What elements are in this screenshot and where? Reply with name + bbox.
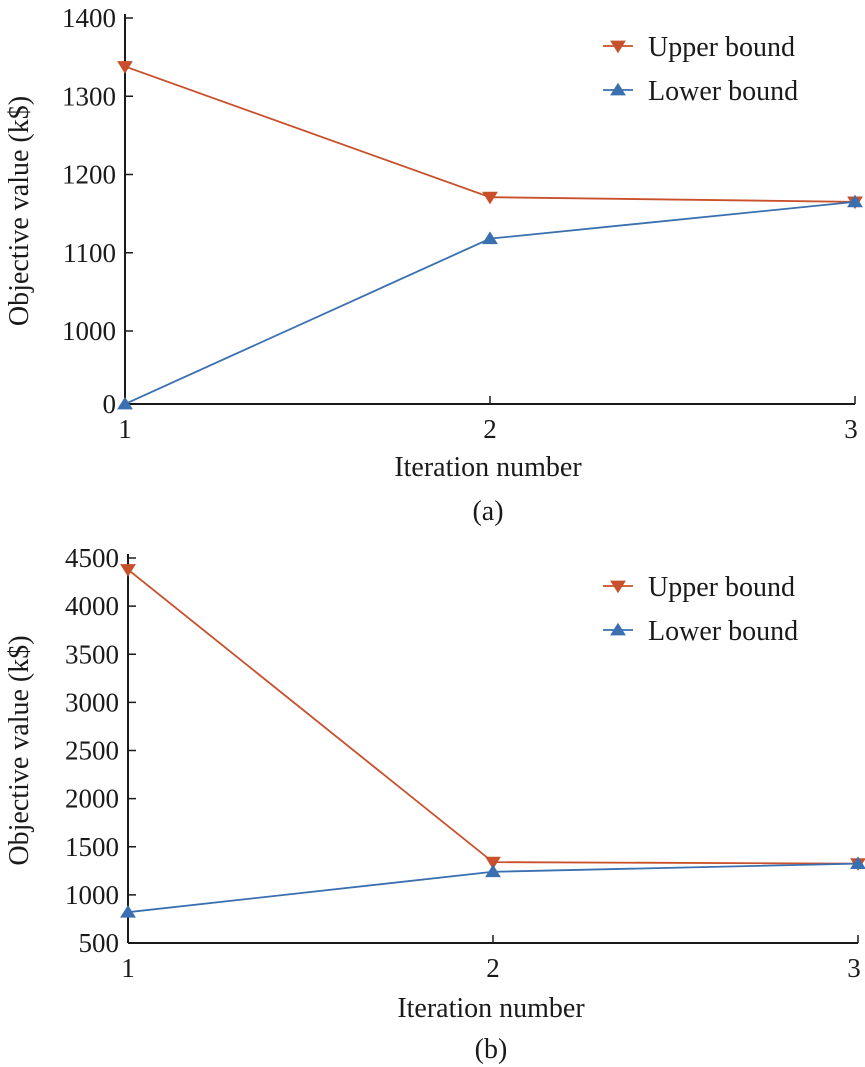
y-tick-label: 1400	[62, 3, 116, 33]
y-tick-label: 3000	[65, 687, 119, 717]
x-axis-label: Iteration number	[394, 452, 582, 483]
data-point-lower-bound	[117, 396, 133, 410]
legend-label: Upper bound	[648, 32, 795, 63]
y-tick-label: 500	[79, 928, 120, 958]
legend-label: Lower bound	[648, 616, 798, 647]
y-tick-label: 3500	[65, 639, 119, 669]
y-tick-label: 4000	[65, 591, 119, 621]
x-axis-label: Iteration number	[397, 993, 585, 1024]
y-tick-label: 1000	[62, 316, 116, 346]
legend-label: Lower bound	[648, 76, 798, 107]
data-point-lower-bound	[482, 231, 498, 245]
x-tick-label: 2	[483, 414, 497, 444]
y-tick-label: 1000	[65, 880, 119, 910]
legend-marker	[610, 40, 626, 54]
chart-b: 500 1000 1500 2000 2500 3000 3500 4000 4500 1 2 3 It…	[4, 543, 865, 1065]
legend-marker	[610, 622, 626, 636]
data-point-lower-bound	[485, 864, 501, 878]
data-point-lower-bound	[847, 194, 863, 208]
y-tick-label: 1500	[65, 832, 119, 862]
x-tick-label: 2	[486, 953, 500, 983]
data-point-upper-bound	[117, 61, 133, 74]
x-tick-label: 3	[847, 953, 861, 983]
legend-marker	[610, 580, 626, 594]
legend-label: Upper bound	[648, 572, 795, 603]
data-point-lower-bound	[120, 904, 136, 918]
y-tick-label: 4500	[65, 543, 119, 573]
y-tick-label: 1200	[62, 160, 116, 190]
x-tick-label: 1	[121, 953, 135, 983]
series-line-upper-bound	[127, 568, 859, 865]
data-point-upper-bound	[482, 191, 498, 205]
data-point-lower-bound	[850, 856, 865, 869]
data-point-upper-bound	[120, 564, 136, 577]
x-tick-label: 1	[118, 414, 132, 444]
chart-a: 0 1000 1100 1200 1300 1400 1 2 3 Iteration number…	[4, 3, 863, 527]
y-tick-label: 0	[103, 389, 117, 419]
y-axis-label: Objective value (k$)	[4, 96, 35, 326]
y-tick-label: 1300	[62, 81, 116, 111]
y-tick-label: 2500	[65, 736, 119, 766]
subfigure-caption: (b)	[475, 1034, 508, 1065]
y-tick-label: 2000	[65, 784, 119, 814]
subfigure-caption: (a)	[472, 496, 503, 527]
y-tick-label: 1100	[63, 238, 116, 268]
x-tick-label: 3	[844, 414, 858, 444]
data-point-upper-bound	[485, 856, 501, 870]
legend-marker	[610, 82, 626, 96]
y-axis-label: Objective value (k$)	[4, 635, 35, 865]
